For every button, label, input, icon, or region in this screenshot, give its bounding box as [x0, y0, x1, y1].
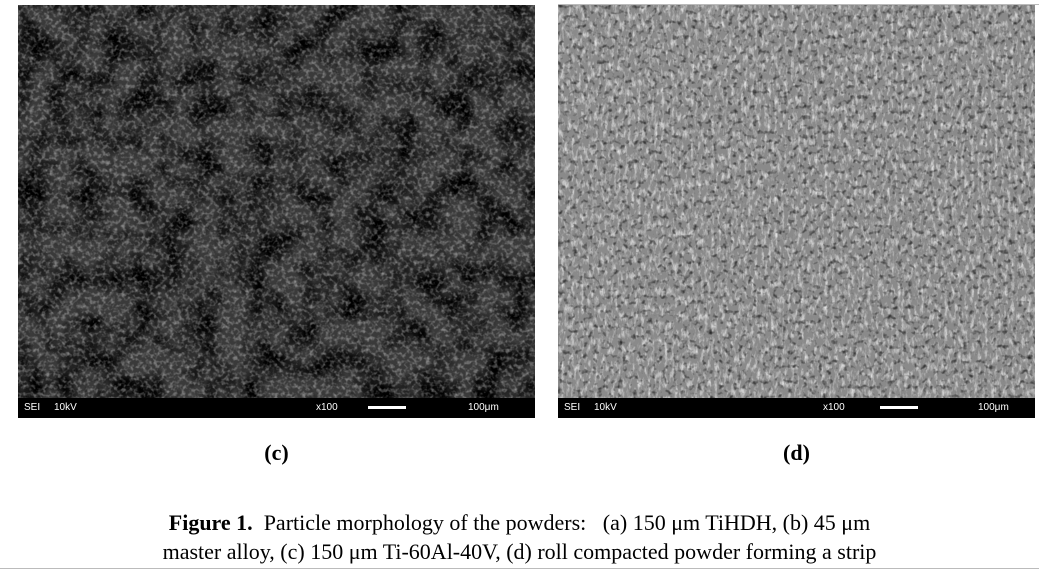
caption-text: Particle morphology of the powders: (a) … [264, 510, 871, 535]
sem-mode: SEI [564, 402, 580, 413]
sem-info-bar: SEI 10kV x100 100μm [18, 398, 535, 418]
panel-label: (c) [18, 440, 535, 466]
sem-info-bar: SEI 10kV x100 100μm [558, 398, 1035, 418]
caption-line: Figure 1. Particle morphology of the pow… [0, 510, 1039, 536]
sem-texture [18, 5, 535, 418]
sem-image: SEI 10kV x100 100μm [558, 5, 1035, 418]
sem-voltage: 10kV [594, 402, 617, 413]
scale-bar [880, 406, 918, 409]
caption-label: Figure 1. [169, 510, 253, 535]
caption-line: master alloy, (c) 150 μm Ti-60Al-40V, (d… [0, 539, 1039, 565]
rule [0, 568, 1039, 569]
sem-scale: 100μm [978, 402, 1009, 413]
page: SEI 10kV x100 100μm SEI 10kV x100 100μm … [0, 0, 1039, 570]
sem-voltage: 10kV [54, 402, 77, 413]
sem-magnification: x100 [823, 402, 845, 413]
sem-mode: SEI [24, 402, 40, 413]
scale-bar [368, 406, 406, 409]
caption-text: master alloy, (c) 150 μm Ti-60Al-40V, (d… [163, 539, 877, 564]
panel-label: (d) [558, 440, 1035, 466]
sem-magnification: x100 [316, 402, 338, 413]
sem-image: SEI 10kV x100 100μm [18, 5, 535, 418]
sem-texture [558, 5, 1035, 418]
sem-scale: 100μm [468, 402, 499, 413]
